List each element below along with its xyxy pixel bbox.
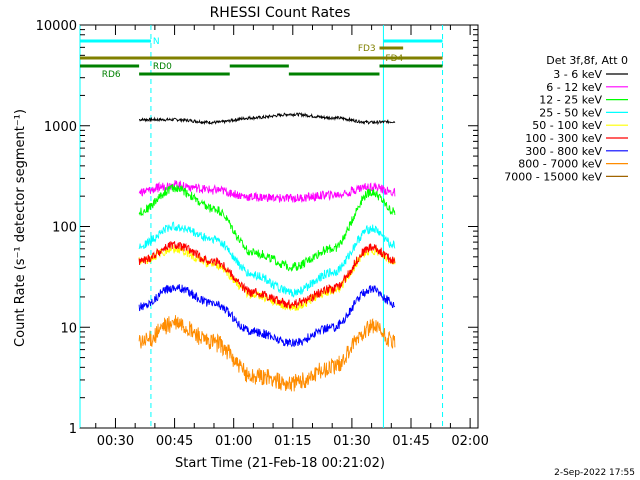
legend-label-7: 800 - 7000 keV <box>518 158 602 171</box>
series-line-5 <box>138 241 396 309</box>
x-tick-label: 01:45 <box>392 434 429 449</box>
legend-label-2: 12 - 25 keV <box>539 94 602 107</box>
interval-label-rd0: RD0 <box>153 62 172 72</box>
interval-label-rd6: RD6 <box>102 70 121 80</box>
x-axis-label: Start Time (21-Feb-18 00:21:02) <box>175 456 385 471</box>
y-tick-label: 10000 <box>36 19 77 34</box>
y-tick-label: 1000 <box>44 120 77 135</box>
y-tick-label: 100 <box>52 221 77 236</box>
interval-label-n: N <box>153 37 160 47</box>
series-line-2 <box>138 183 396 273</box>
interval-label-fd4: FD4 <box>385 54 403 64</box>
date-stamp: 2-Sep-2022 17:55 <box>554 468 635 478</box>
y-tick-label: 1 <box>69 422 77 437</box>
legend-label-4: 50 - 100 keV <box>532 119 602 132</box>
plot-frame <box>79 24 479 429</box>
plot-layer: 1 10 100 1000 10000 00:30 00:45 01:00 01:15 01:30… <box>36 19 489 449</box>
legend-label-0: 3 - 6 keV <box>553 68 602 81</box>
y-axis-label: Count Rate (s⁻¹ detector segment⁻¹) <box>13 109 28 347</box>
interval-label-fd3: FD3 <box>358 44 376 54</box>
chart-title: RHESSI Count Rates <box>210 5 351 21</box>
series-line-3 <box>138 221 396 298</box>
legend-label-3: 25 - 50 keV <box>539 106 602 119</box>
legend-title: Det 3f,8f, Att 0 <box>546 54 628 67</box>
legend-label-8: 7000 - 15000 keV <box>504 170 602 183</box>
y-tick-label: 10 <box>60 321 77 336</box>
legend-label-1: 6 - 12 keV <box>546 81 602 94</box>
x-tick-label: 01:00 <box>215 434 252 449</box>
legend-label-5: 100 - 300 keV <box>525 132 602 145</box>
x-tick-label: 02:00 <box>451 434 488 449</box>
series-line-7 <box>138 315 396 392</box>
series-line-0 <box>138 111 396 126</box>
x-tick-label: 01:30 <box>333 434 370 449</box>
x-tick-label: 00:45 <box>156 434 193 449</box>
x-tick-label: 00:30 <box>97 434 134 449</box>
series-line-6 <box>138 284 396 348</box>
legend-label-6: 300 - 800 keV <box>525 145 602 158</box>
x-tick-label: 01:15 <box>274 434 311 449</box>
